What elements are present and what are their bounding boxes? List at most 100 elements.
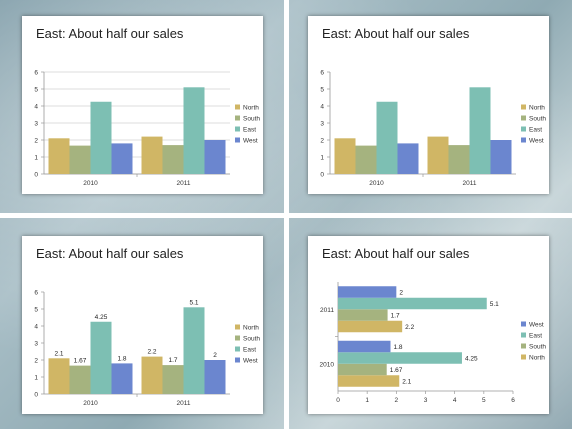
legend-swatch-south xyxy=(235,335,240,341)
bar-east-2011 xyxy=(183,87,205,174)
bar-south-2011 xyxy=(162,365,184,394)
bar-north-2011 xyxy=(141,136,163,174)
legend-swatch-west xyxy=(235,357,240,363)
legend-label-south: South xyxy=(243,116,260,123)
legend-swatch-west xyxy=(235,137,240,143)
data-label: 2.2 xyxy=(405,324,414,331)
y-tick-label: 0 xyxy=(320,172,324,179)
bar-east-2010 xyxy=(90,321,112,394)
bar-chart: 0 1 2 3 4 5 6 2.1 1.67 4.25 1.8 2010 2.2 1.7 5.1 2 2011 N… xyxy=(34,290,260,408)
y-tick-label: 1 xyxy=(320,155,324,162)
legend-swatch-south xyxy=(521,343,526,349)
x-tick-label: 2011 xyxy=(463,180,477,187)
y-tick-label: 4 xyxy=(34,324,38,331)
bar-west-2010 xyxy=(111,363,133,394)
bar-east-2010 xyxy=(338,352,462,364)
data-label: 1.8 xyxy=(117,355,126,362)
slide-thumbnail-2[interactable]: East: About half our sales 0 1 2 3 4 5 6 2010 20… xyxy=(308,16,549,194)
x-tick-label: 2011 xyxy=(177,400,191,407)
data-label: 2.2 xyxy=(147,349,156,356)
bar-west-2011 xyxy=(204,140,226,174)
data-label: 1.7 xyxy=(391,313,400,320)
bar-north-2010 xyxy=(334,138,356,174)
x-tick-label: 6 xyxy=(511,397,515,404)
slide-title: East: About half our sales xyxy=(322,246,470,261)
bar-south-2011 xyxy=(162,145,184,174)
legend-label-south: South xyxy=(529,116,546,123)
bar-south-2010 xyxy=(69,145,91,174)
legend-swatch-north xyxy=(521,354,526,360)
y-tick-label: 4 xyxy=(34,104,38,111)
y-tick-label: 3 xyxy=(34,341,38,348)
bar-north-2010 xyxy=(338,375,400,387)
data-label: 2.1 xyxy=(54,350,63,357)
bar-west-2011 xyxy=(338,286,397,298)
bar-south-2010 xyxy=(69,365,91,394)
data-label: 2 xyxy=(399,290,403,297)
bar-north-2010 xyxy=(48,138,70,174)
y-tick-label: 2 xyxy=(34,358,38,365)
legend-swatch-west xyxy=(521,321,526,327)
legend-label-north: North xyxy=(243,105,259,112)
legend-label-north: North xyxy=(243,325,259,332)
y-tick-label: 1 xyxy=(34,155,38,162)
slide-thumbnail-1[interactable]: East: About half our sales 0 1 2 3 4 5 6 2010 20… xyxy=(22,16,263,194)
x-tick-label: 2010 xyxy=(369,180,384,187)
legend-label-west: West xyxy=(243,138,258,145)
x-tick-label: 3 xyxy=(424,397,428,404)
bar-west-2010 xyxy=(111,143,133,174)
y-tick-label: 2 xyxy=(320,138,324,145)
bar-south-2010 xyxy=(355,145,377,174)
bar-west-2010 xyxy=(338,340,391,353)
legend-label-west: West xyxy=(529,322,544,329)
x-tick-label: 1 xyxy=(365,397,369,404)
y-tick-label: 5 xyxy=(34,307,38,314)
bar-north-2011 xyxy=(427,136,449,174)
bar-north-2010 xyxy=(48,358,70,394)
data-label: 1.67 xyxy=(74,358,87,365)
bar-chart: 0 1 2 3 4 5 6 2010 2011 North South East West xyxy=(320,70,546,188)
y-tick-label: 0 xyxy=(34,172,38,179)
y-tick-label: 1 xyxy=(34,375,38,382)
bar-east-2010 xyxy=(376,101,398,174)
data-label: 4.25 xyxy=(95,314,108,321)
y-tick-label: 5 xyxy=(34,87,38,94)
legend-label-north: North xyxy=(529,355,545,362)
bar-west-2011 xyxy=(204,360,226,394)
legend-swatch-east xyxy=(235,346,240,352)
y-tick-label: 2011 xyxy=(320,307,334,314)
bar-south-2011 xyxy=(448,145,470,174)
bar-north-2011 xyxy=(141,356,163,394)
y-tick-label: 3 xyxy=(34,121,38,128)
bar-east-2010 xyxy=(90,101,112,174)
slide-title: East: About half our sales xyxy=(36,26,184,41)
y-tick-label: 3 xyxy=(320,121,324,128)
bar-east-2011 xyxy=(469,87,491,174)
legend-label-east: East xyxy=(243,127,256,134)
data-label: 5.1 xyxy=(189,299,198,306)
legend-swatch-east xyxy=(521,332,526,338)
slide-thumbnail-3[interactable]: East: About half our sales 0 1 2 3 4 5 6 2.1 1.6… xyxy=(22,236,263,414)
legend-swatch-north xyxy=(235,324,240,330)
legend-label-south: South xyxy=(529,344,546,351)
x-tick-label: 0 xyxy=(336,397,340,404)
legend-swatch-north xyxy=(235,104,240,110)
data-label: 2.1 xyxy=(402,379,411,386)
slide-title: East: About half our sales xyxy=(322,26,470,41)
slide-thumbnail-4[interactable]: East: About half our sales 0 1 2 3 4 5 6 2.1 1.6… xyxy=(308,236,549,414)
y-tick-label: 6 xyxy=(320,70,324,77)
x-tick-label: 2 xyxy=(395,397,399,404)
horizontal-bar-chart: 0 1 2 3 4 5 6 2.1 1.67 4.25 1.8 2010 2.2 1.7 5.1 2 2011 W… xyxy=(320,282,546,404)
x-tick-label: 2010 xyxy=(83,180,98,187)
x-tick-label: 4 xyxy=(453,397,457,404)
y-tick-label: 2010 xyxy=(320,361,335,368)
bar-east-2011 xyxy=(183,307,205,394)
legend-swatch-west xyxy=(521,137,526,143)
y-tick-label: 5 xyxy=(320,87,324,94)
legend-label-west: West xyxy=(529,138,544,145)
legend-label-east: East xyxy=(529,127,542,134)
legend-label-east: East xyxy=(243,347,256,354)
bar-west-2011 xyxy=(490,140,512,174)
legend-label-north: North xyxy=(529,105,545,112)
data-label: 1.7 xyxy=(168,357,177,364)
